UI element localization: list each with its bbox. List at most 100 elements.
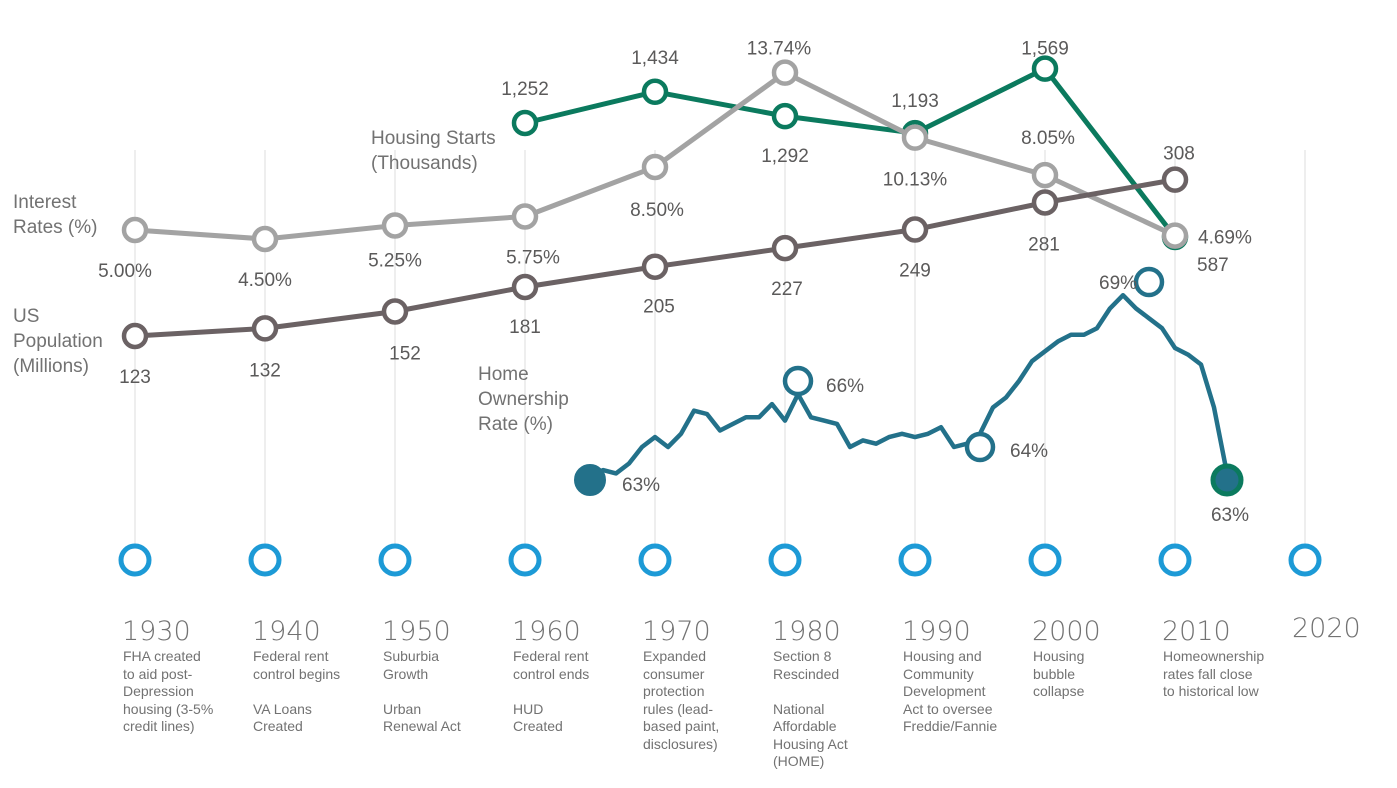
home-ownership-label-2008: 69% (1099, 273, 1137, 294)
us_population-label-1940: 132 (249, 360, 281, 381)
timeline-marker-1960 (508, 543, 542, 577)
us_population-point-2010 (1161, 166, 1189, 193)
housing_starts-label-2000: 1,569 (1021, 39, 1069, 60)
home_ownership-title-line-2: Ownership (478, 389, 569, 410)
decade-label-1950: 1950 (382, 616, 451, 647)
interest_rates-point-1940 (251, 225, 279, 253)
us-population-series: 123 132 152 181 205 227 249 281 308 (119, 144, 1195, 388)
decade-timeline: 1930 1940 1950 1960 1970 1980 1990 2000 2010 2020 (118, 543, 1361, 647)
interest_rates-label-2010: 4.69% (1198, 228, 1252, 249)
event-1940: Federal rent control begins VA Loans Cre… (253, 648, 341, 734)
us_population-label-1990: 249 (899, 261, 931, 282)
interest_rates-label-1980: 13.74% (747, 39, 812, 60)
event-1970: Expanded consumer protection rules (lead… (643, 648, 720, 752)
housing_starts-line (524, 66, 1177, 239)
home-ownership-point-1981 (782, 365, 814, 397)
interest_rates-point-1930 (121, 216, 149, 244)
home-ownership-point-1965 (574, 464, 606, 496)
interest_rates-point-1950 (381, 212, 409, 239)
us_population-label-2000: 281 (1028, 234, 1060, 255)
timeline-marker-2020 (1288, 543, 1322, 577)
interest_rates-title-line-1: Interest (13, 192, 77, 213)
us_population-point-1970 (641, 253, 669, 280)
housing_starts-point-1960 (511, 109, 539, 137)
housing_starts-point-1970 (641, 78, 669, 106)
us_population-point-1950 (381, 298, 409, 325)
us_population-label-1980: 227 (771, 279, 803, 300)
us_population-point-1940 (251, 315, 279, 342)
interest_rates-point-1980 (771, 59, 799, 86)
interest_rates-point-2000 (1031, 161, 1059, 189)
housing_starts-label-1970: 1,434 (631, 48, 679, 69)
us_population-point-1990 (901, 216, 929, 243)
us_population-title-line-2: Population (13, 331, 103, 352)
us_population-label-1950: 152 (389, 343, 421, 364)
timeline-marker-1990 (898, 543, 932, 577)
interest_rates-label-1990: 10.13% (883, 170, 948, 191)
home-ownership-point-2014 (1210, 463, 1244, 497)
us_population-point-1930 (121, 322, 149, 350)
event-1980: Section 8 Rescinded National Affordable … (773, 648, 848, 769)
timeline-marker-1970 (638, 543, 672, 577)
interest_rates-point-1990 (901, 124, 929, 151)
housing_starts-point-1980 (771, 102, 799, 130)
decade-label-1930: 1930 (122, 616, 191, 647)
timeline-marker-1930 (118, 543, 152, 577)
us_population-label-2010: 308 (1163, 144, 1195, 165)
interest_rates-point-2010 (1161, 222, 1189, 249)
housing-starts-series: 1,252 1,434 1,292 1,193 1,569 587 (501, 39, 1228, 276)
housing_starts-label-1990: 1,193 (891, 91, 939, 112)
series-titles: Housing Starts (Thousands) Interest Rates (… (13, 128, 569, 435)
interest_rates-point-1970 (641, 153, 669, 181)
decade-label-2020: 2020 (1292, 613, 1361, 644)
interest_rates-title-line-2: Rates (%) (13, 217, 97, 238)
home-ownership-label-1965: 63% (622, 475, 660, 496)
event-2000: Housing bubble collapse (1033, 648, 1085, 699)
timeline-marker-2000 (1028, 543, 1062, 577)
interest_rates-label-1940: 4.50% (238, 270, 292, 291)
home-ownership-label-2014: 63% (1211, 505, 1249, 526)
decade-label-2010: 2010 (1162, 616, 1231, 647)
housing_starts-label-1980: 1,292 (761, 146, 809, 167)
event-2010: Homeownership rates fall close to histor… (1163, 648, 1265, 699)
interest_rates-label-1970: 8.50% (630, 200, 684, 221)
housing_starts-label-1960: 1,252 (501, 79, 549, 100)
home-ownership-label-1981: 66% (826, 376, 864, 397)
decade-label-1990: 1990 (902, 616, 971, 647)
home-ownership-series: 63% 66% 64% 69% 63% (574, 266, 1249, 526)
housing_starts-title-line-1: Housing Starts (371, 128, 496, 149)
timeline-marker-2010 (1158, 543, 1192, 577)
home-ownership-label-1995: 64% (1010, 441, 1048, 462)
event-1950: Suburbia Growth Urban Renewal Act (383, 648, 461, 734)
event-1990: Housing and Community Development Act to… (903, 648, 998, 734)
us_population-label-1930: 123 (119, 367, 151, 388)
us_population-point-1980 (771, 234, 799, 262)
interest_rates-label-1930: 5.00% (98, 261, 152, 282)
home-ownership-point-2008 (1133, 266, 1165, 298)
decade-label-1970: 1970 (642, 616, 711, 647)
us_population-label-1960: 181 (509, 317, 541, 338)
timeline-marker-1950 (378, 543, 412, 577)
us_population-point-2000 (1031, 189, 1059, 216)
home-ownership-line (588, 292, 1230, 482)
home-ownership-point-1995 (964, 431, 996, 463)
us_population-title-line-1: US (13, 306, 39, 327)
decade-label-1960: 1960 (512, 616, 581, 647)
event-1960: Federal rent control ends HUD Created (513, 648, 590, 734)
timeline-marker-1940 (248, 543, 282, 577)
interest_rates-label-2000: 8.05% (1021, 128, 1075, 149)
event-1930: FHA created to aid post- Depression hous… (123, 648, 214, 734)
interest_rates-point-1960 (511, 203, 539, 230)
home_ownership-title-line-3: Rate (%) (478, 414, 553, 435)
us_population-label-1970: 205 (643, 297, 675, 318)
housing_starts-label-2010: 587 (1197, 255, 1229, 276)
timeline-marker-1980 (768, 543, 802, 577)
us_population-title-line-3: (Millions) (13, 356, 89, 377)
interest_rates-label-1950: 5.25% (368, 251, 422, 272)
us_population-point-1960 (511, 273, 539, 301)
home_ownership-title-line-1: Home (478, 364, 529, 385)
housing_starts-point-2000 (1031, 55, 1059, 82)
decade-label-1940: 1940 (252, 616, 321, 647)
housing_starts-title-line-2: (Thousands) (371, 153, 478, 174)
